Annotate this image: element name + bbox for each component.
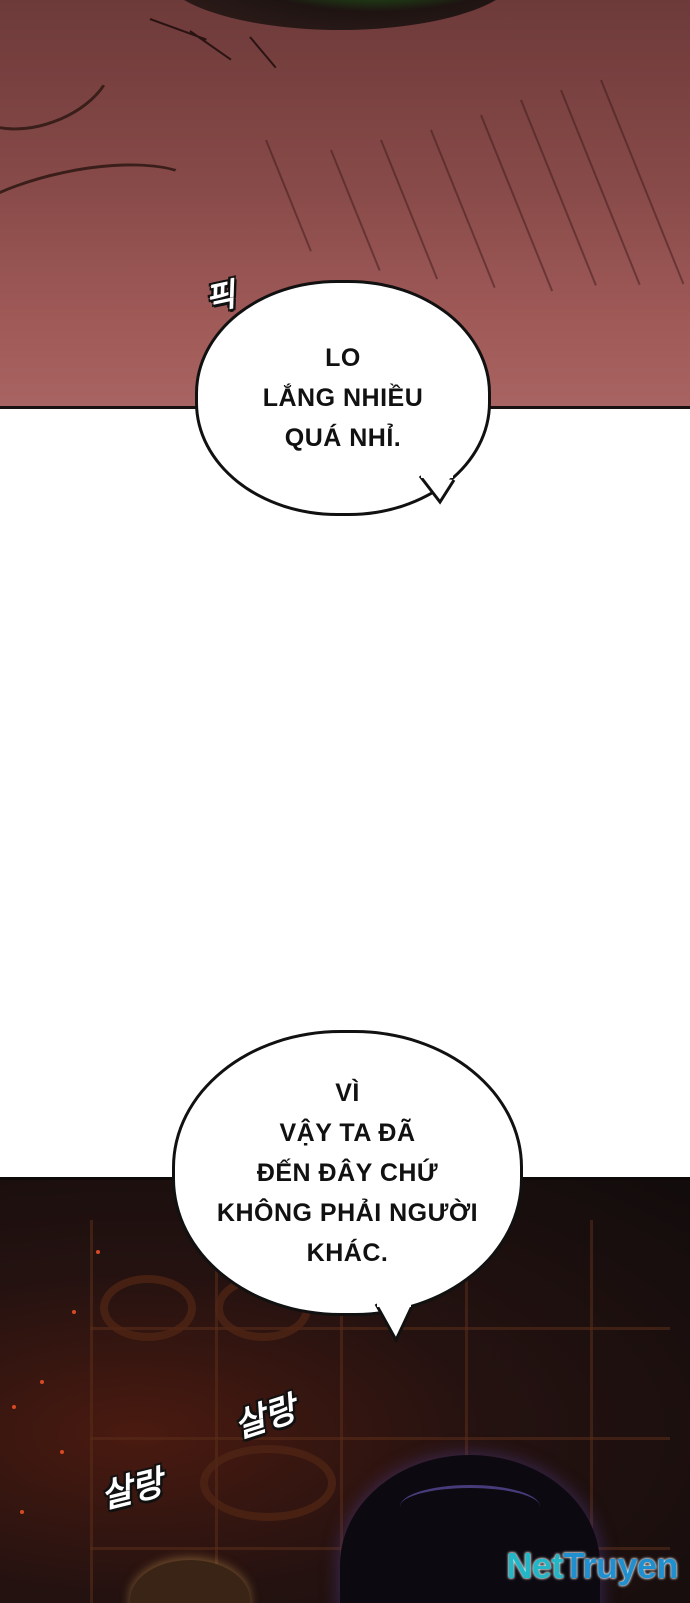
ember-spark	[20, 1510, 24, 1514]
speech-bubble-1-text: LO LẮNG NHIỀU QUÁ NHỈ.	[253, 338, 433, 458]
hair-highlight	[400, 1485, 540, 1528]
eyelash-line	[249, 36, 277, 69]
shading-line	[560, 89, 641, 286]
lattice-ring-ornament	[100, 1275, 196, 1341]
ember-spark	[60, 1450, 64, 1454]
ember-spark	[12, 1405, 16, 1409]
watermark-net: Net	[506, 1545, 563, 1586]
bubble-line: VÌ	[335, 1079, 360, 1107]
shading-line	[265, 139, 312, 252]
green-eye-art	[160, 0, 520, 30]
watermark-truyen: Truyen	[562, 1545, 679, 1586]
speech-bubble-2-tail	[374, 1300, 414, 1344]
speech-bubble-2-text: VÌ VẬY TA ĐÃ ĐẾN ĐÂY CHỨ KHÔNG PHẢI NGƯỜ…	[213, 1073, 483, 1273]
bubble-line: LẮNG NHIỀU	[262, 384, 424, 412]
hair-strand-curve	[0, 6, 128, 150]
ember-spark	[96, 1250, 100, 1254]
bubble-line: KHÁC.	[306, 1239, 389, 1267]
bubble-line: QUÁ NHỈ.	[284, 424, 402, 452]
shading-line	[480, 114, 554, 292]
shading-line	[430, 129, 496, 288]
shading-line	[600, 79, 685, 285]
ember-spark	[72, 1310, 76, 1314]
shading-line	[380, 139, 439, 280]
hair-strand-curve	[0, 143, 214, 293]
eyelash-line	[189, 30, 232, 61]
speech-bubble-1-tail	[418, 472, 456, 505]
bubble-line: ĐẾN ĐÂY CHỨ	[256, 1159, 439, 1187]
shading-line	[520, 99, 597, 286]
lattice-ring-ornament	[200, 1445, 336, 1521]
shading-line	[330, 149, 381, 271]
ember-spark	[40, 1380, 44, 1384]
speech-bubble-2: VÌ VẬY TA ĐÃ ĐẾN ĐÂY CHỨ KHÔNG PHẢI NGƯỜ…	[172, 1030, 523, 1316]
bubble-line: LO	[325, 344, 361, 372]
nettruyen-watermark-logo: NetTruyen	[506, 1545, 678, 1587]
bubble-line: VẬY TA ĐÃ	[279, 1119, 416, 1147]
bubble-line: KHÔNG PHẢI NGƯỜI	[216, 1199, 479, 1227]
